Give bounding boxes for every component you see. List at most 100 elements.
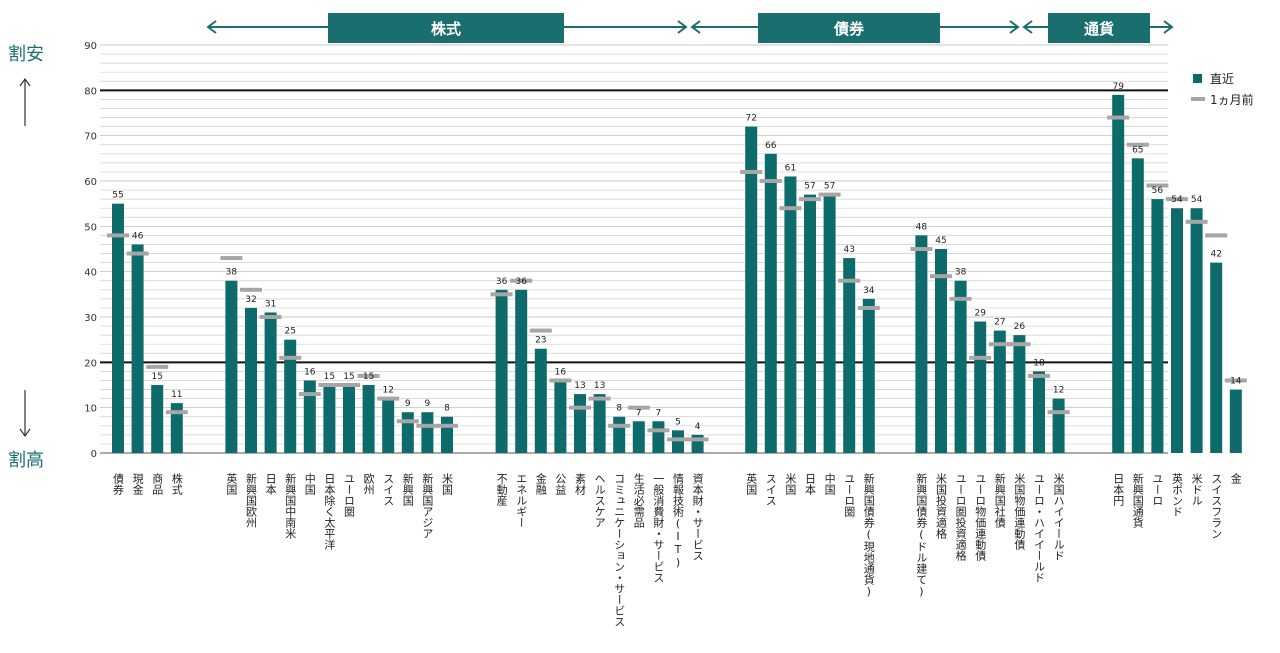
- category-label: スイス: [382, 473, 395, 506]
- bar-current: [303, 380, 316, 453]
- marker-previous: [588, 396, 611, 401]
- value-label: 34: [863, 286, 875, 296]
- value-label: 43: [843, 245, 854, 255]
- category-label: 株式: [170, 472, 183, 495]
- group-header: 債券: [690, 13, 1020, 43]
- bar-current: [534, 348, 547, 453]
- marker-previous: [357, 373, 380, 378]
- category-label: 欧州: [362, 473, 375, 495]
- value-label: 61: [785, 163, 796, 173]
- marker-previous: [549, 378, 572, 383]
- marker-previous: [988, 342, 1011, 347]
- category-label: 不動産: [495, 473, 508, 507]
- category-label: 新興国社債: [993, 472, 1006, 529]
- category-labels: 債券 現金 商品 株式 英国 新興国欧州 日本 新興国中南米 中国 日本除く太平洋 ユーロ圏 欧州 スイ…: [112, 472, 1243, 627]
- side-label-bottom-text: 割高: [8, 450, 44, 471]
- bar-current: [554, 380, 567, 453]
- category-label: 情報技術(IT): [672, 473, 685, 569]
- arrow-left-icon: [690, 20, 701, 34]
- value-label: 54: [1171, 195, 1183, 205]
- bar-current: [170, 403, 183, 453]
- bar-current: [382, 398, 395, 453]
- value-label: 8: [444, 404, 450, 414]
- category-label: 新興国債券(ドル建て): [915, 472, 928, 598]
- value-label: 57: [804, 182, 815, 192]
- category-label: コミュニケーション・サービス: [613, 473, 626, 627]
- value-label: 5: [675, 417, 681, 427]
- category-label: 債券: [112, 472, 125, 495]
- marker-previous: [220, 256, 243, 261]
- y-tick-label: 70: [84, 132, 97, 143]
- bar-current: [112, 203, 124, 453]
- category-label: ユーロ・ハイイールド: [1033, 473, 1046, 583]
- group-header: 通貨: [1022, 13, 1174, 43]
- bar-current: [915, 235, 928, 453]
- marker-previous: [298, 392, 321, 397]
- category-label: 資本財・サービス: [691, 473, 704, 561]
- marker-previous: [686, 437, 709, 442]
- group-header-label: 債券: [833, 20, 865, 38]
- bar-current: [764, 153, 777, 454]
- up-arrow-head-icon: [19, 77, 31, 87]
- marker-previous: [240, 287, 262, 292]
- marker-previous: [1205, 233, 1228, 238]
- category-label: 公益: [554, 473, 567, 495]
- value-label: 12: [382, 386, 393, 396]
- bar-current: [1151, 199, 1164, 453]
- bar-current: [652, 421, 665, 453]
- bar-current: [1013, 335, 1026, 453]
- marker-previous: [146, 364, 169, 369]
- bar-current: [574, 394, 586, 453]
- value-label: 36: [515, 277, 527, 287]
- value-label: 9: [405, 399, 411, 409]
- category-label: 現金: [131, 473, 144, 495]
- marker-previous: [1166, 197, 1188, 202]
- category-label: スイス: [764, 473, 777, 506]
- bar-current: [284, 339, 297, 453]
- category-label: 新興国アジア: [421, 472, 434, 539]
- bar-current: [441, 416, 453, 453]
- bar-current: [1112, 94, 1125, 453]
- category-label: 一般消費財・サービス: [652, 473, 665, 583]
- category-label: スイスフラン: [1210, 473, 1223, 539]
- side-label-bottom: 割高: [8, 390, 44, 471]
- marker-previous: [910, 247, 933, 251]
- marker-previous: [1008, 342, 1031, 347]
- bar-current: [823, 194, 836, 453]
- category-label: 新興国欧州: [245, 472, 258, 528]
- value-label: 23: [535, 336, 546, 346]
- marker-previous: [627, 405, 650, 410]
- marker-previous: [1146, 183, 1169, 188]
- marker-previous: [107, 233, 129, 238]
- bar-current: [745, 126, 758, 453]
- y-tick-label: 0: [91, 449, 97, 460]
- bar-current: [1052, 398, 1065, 453]
- group-header-box: [1048, 13, 1150, 43]
- value-label: 15: [151, 372, 162, 382]
- marker-previous: [436, 423, 458, 428]
- group-header-label: 通貨: [1084, 20, 1114, 38]
- category-label: 米国: [784, 473, 797, 496]
- bar-current: [323, 385, 336, 453]
- marker-previous: [377, 396, 400, 401]
- bar-current: [131, 244, 144, 453]
- category-label: 日本円: [1112, 473, 1125, 507]
- category-label: 日本: [264, 473, 277, 496]
- value-label: 16: [555, 367, 567, 377]
- category-label: 生活必需品: [632, 472, 645, 528]
- category-label: 英国: [225, 472, 238, 496]
- group-header-box: [758, 13, 940, 43]
- category-label: 新興国債券(現地通貨): [862, 472, 875, 598]
- marker-previous: [930, 274, 952, 279]
- category-label: ユーロ圏投資適格: [954, 473, 967, 562]
- legend-swatch-previous: [1191, 97, 1205, 101]
- bar-current: [804, 194, 816, 453]
- category-label: 中国: [303, 473, 316, 496]
- value-label: 29: [974, 309, 986, 319]
- bar-current: [843, 258, 856, 453]
- value-label: 13: [594, 381, 605, 391]
- bar-current: [245, 307, 257, 453]
- category-label: 中国: [823, 473, 836, 496]
- arrow-right-icon: [677, 20, 688, 34]
